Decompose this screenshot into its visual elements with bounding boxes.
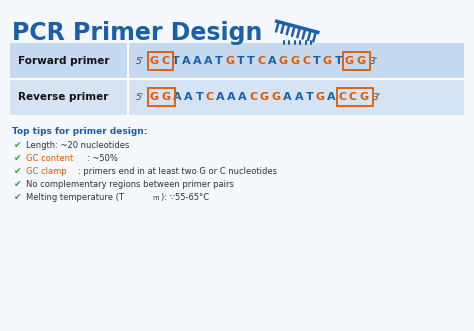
Text: A: A [328,92,336,102]
Text: G: G [272,92,281,102]
Bar [10,43,464,79]
Text: C: C [257,56,265,66]
Text: G: G [150,92,159,102]
Text: T: T [215,56,223,66]
Text: A: A [193,56,201,66]
Text: C: C [338,92,346,102]
Text: T: T [306,92,313,102]
Text: ): ∵55-65°C: ): ∵55-65°C [161,193,209,202]
Text: G: G [279,56,288,66]
Text: ✔: ✔ [14,141,21,150]
Text: m: m [152,195,159,201]
Text: 3': 3' [370,57,378,66]
Text: A: A [283,92,292,102]
Text: A: A [216,92,225,102]
Text: GC content: GC content [26,154,73,163]
Text: ✔: ✔ [14,193,21,202]
Bar [343,52,370,70]
Text: G: G [359,92,369,102]
Text: G: G [345,56,354,66]
Text: C: C [162,56,170,66]
Bar [148,52,173,70]
Text: A: A [184,92,193,102]
Text: Length: ~20 nucleotides: Length: ~20 nucleotides [26,141,129,150]
Text: A: A [173,92,182,102]
Bar [337,88,373,106]
Text: Forward primer: Forward primer [18,56,109,66]
Text: A: A [294,92,303,102]
Text: G: G [260,92,269,102]
Bar [10,79,464,115]
Text: 5': 5' [136,92,144,102]
Text: G: G [291,56,300,66]
Text: GC clamp: GC clamp [26,167,67,176]
Text: G: G [356,56,365,66]
Text: A: A [227,92,236,102]
Text: G: G [316,92,325,102]
Text: T: T [247,56,255,66]
Text: C: C [349,92,357,102]
Text: G: G [323,56,332,66]
Text: Top tips for primer design:: Top tips for primer design: [12,127,147,136]
Text: No complementary regions between primer pairs: No complementary regions between primer … [26,180,234,189]
Text: A: A [204,56,213,66]
Text: T: T [172,56,180,66]
Text: : primers end in at least two G or C nucleotides: : primers end in at least two G or C nuc… [78,167,277,176]
Text: A: A [267,56,276,66]
Text: T: T [335,56,342,66]
Text: PCR Primer Design: PCR Primer Design [12,21,263,45]
Text: G: G [162,92,171,102]
Text: ✔: ✔ [14,154,21,163]
Text: 3': 3' [373,92,382,102]
Text: : ~50%: : ~50% [87,154,118,163]
Text: G: G [225,56,235,66]
Text: C: C [205,92,214,102]
Text: A: A [238,92,247,102]
Text: C: C [302,56,310,66]
Text: ✔: ✔ [14,180,21,189]
Text: T: T [237,56,245,66]
Text: G: G [150,56,159,66]
Text: C: C [249,92,257,102]
Text: T: T [195,92,203,102]
Bar [148,88,175,106]
Text: 5': 5' [136,57,144,66]
Text: ✔: ✔ [14,167,21,176]
Text: A: A [182,56,191,66]
Text: Reverse primer: Reverse primer [18,92,109,102]
Text: Melting temperature (T: Melting temperature (T [26,193,124,202]
Text: T: T [313,56,320,66]
